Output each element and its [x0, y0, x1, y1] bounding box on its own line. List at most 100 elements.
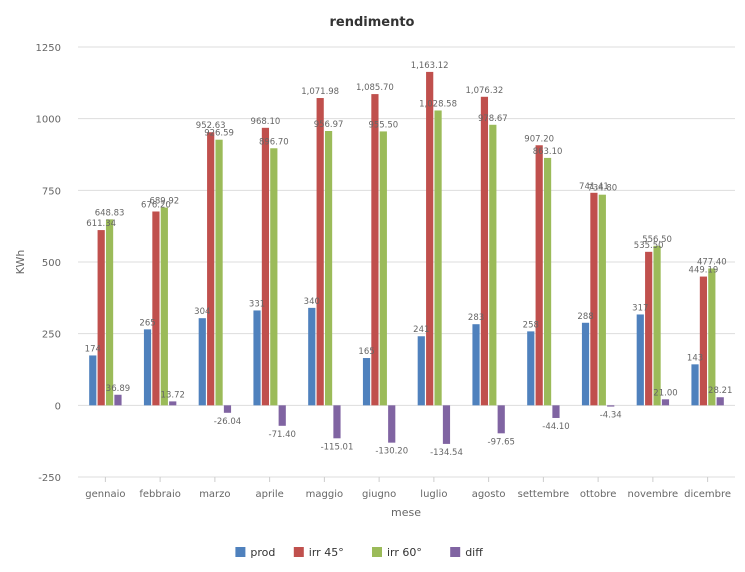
y-tick-label: 1250 [36, 43, 61, 54]
bar-irr-45--aprile [261, 127, 270, 406]
data-label: 143 [687, 353, 703, 363]
chart-title: rendimento [329, 15, 414, 30]
bar-irr-60--marzo [215, 139, 223, 406]
x-tick-label: ottobre [580, 489, 616, 500]
bar-diff-aprile [278, 405, 286, 426]
bar-prod-marzo [198, 318, 206, 406]
data-label: 21.00 [653, 388, 677, 398]
bar-irr-45--novembre [645, 251, 653, 406]
data-label: 1,076.32 [465, 86, 503, 96]
bar-prod-maggio [308, 307, 316, 406]
data-label: 968.10 [251, 117, 281, 127]
data-label: 676.20 [141, 200, 171, 210]
legend-label: irr 60° [387, 546, 422, 559]
bar-irr-45--marzo [207, 132, 215, 406]
data-label: 1,071.98 [301, 87, 339, 97]
data-label: -26.04 [214, 417, 241, 427]
bar-prod-settembre [527, 331, 535, 406]
bar-prod-dicembre [691, 364, 699, 406]
data-label: 978.67 [478, 114, 508, 124]
data-label: 1,085.70 [356, 83, 394, 93]
x-tick-label: giugno [362, 489, 396, 500]
bar-irr-60--giugno [379, 131, 387, 406]
y-tick-label: 250 [42, 330, 61, 341]
data-label: 689.92 [149, 197, 179, 207]
bar-irr-45--gennaio [97, 230, 105, 406]
data-label: 611.34 [86, 219, 116, 229]
y-tick-label: 750 [42, 186, 61, 197]
data-label: 741.41 [579, 182, 609, 192]
bar-diff-maggio [333, 405, 341, 439]
data-label: -44.10 [542, 422, 569, 432]
x-tick-label: maggio [306, 489, 343, 500]
y-tick-label: -250 [38, 473, 61, 484]
legend-swatch [235, 547, 246, 557]
gridlines [78, 46, 735, 478]
bar-irr-45--settembre [535, 145, 543, 406]
bar-irr-60--luglio [434, 110, 442, 406]
bar-diff-marzo [223, 405, 232, 413]
bar-irr-45--agosto [480, 96, 489, 406]
data-labels: 174 265 304 331 340 165 241 283 258 288 317 143 611.… [85, 61, 733, 458]
bar-prod-novembre [636, 314, 644, 406]
bar-prod-febbraio [143, 329, 152, 406]
data-label: 174 [85, 344, 101, 354]
bar-diff-febbraio [169, 401, 177, 406]
data-label: 288 [577, 312, 593, 322]
data-label: 449.19 [689, 266, 719, 276]
y-tick-label: 0 [55, 401, 61, 412]
x-tick-label: febbraio [139, 489, 181, 500]
data-label: -4.34 [600, 411, 622, 421]
bar-irr-45--dicembre [699, 276, 708, 406]
y-axis: 1250 1000 750 500 250 0 -250 [36, 43, 61, 484]
data-label: -115.01 [321, 442, 354, 452]
bar-diff-gennaio [114, 394, 122, 406]
x-tick-label: marzo [199, 489, 230, 500]
bar-diff-settembre [552, 405, 560, 418]
bar-irr-60--maggio [324, 131, 333, 406]
x-axis: gennaio febbraio marzo aprile maggio giugno lu… [78, 476, 735, 500]
bar-diff-dicembre [716, 397, 724, 406]
bar-diff-luglio [442, 405, 451, 444]
data-label: 477.40 [697, 257, 727, 267]
legend-label: irr 45° [309, 546, 344, 559]
data-label: 1,163.12 [411, 61, 449, 71]
legend-label: diff [465, 546, 483, 559]
bars [89, 71, 724, 444]
data-label: 535.50 [634, 241, 664, 251]
data-label: 556.50 [642, 235, 672, 245]
data-label: 317 [632, 303, 648, 313]
bar-irr-60--ottobre [598, 194, 606, 406]
bar-irr-45--ottobre [590, 192, 598, 406]
data-label: 283 [468, 313, 484, 323]
bar-diff-novembre [661, 399, 670, 406]
bar-irr-60--febbraio [160, 207, 168, 406]
x-tick-label: settembre [518, 489, 570, 500]
data-label: 13.72 [161, 390, 185, 400]
bar-irr-45--luglio [426, 71, 434, 406]
data-label: 956.97 [314, 120, 344, 130]
x-axis-title: mese [391, 506, 421, 519]
data-label: 28.21 [708, 386, 732, 396]
bar-irr-45--giugno [371, 94, 379, 406]
data-label: -134.54 [430, 448, 463, 458]
bar-irr-60--aprile [270, 148, 278, 406]
data-label: 863.10 [533, 147, 563, 157]
data-label: 926.59 [204, 129, 234, 139]
data-label: 241 [413, 325, 429, 335]
data-label: 331 [249, 299, 265, 309]
y-axis-title: KWh [14, 250, 27, 275]
bar-prod-gennaio [89, 355, 97, 406]
data-label: -97.65 [488, 437, 515, 447]
data-label: 955.50 [368, 120, 398, 130]
y-tick-label: 1000 [36, 115, 61, 126]
legend-label: prod [250, 546, 275, 559]
legend-swatch [293, 547, 304, 557]
bar-irr-45--maggio [316, 98, 324, 406]
data-label: 648.83 [95, 208, 125, 218]
bar-prod-giugno [362, 358, 371, 406]
data-label: 907.20 [524, 134, 554, 144]
legend-swatch [372, 547, 382, 557]
bar-diff-agosto [497, 405, 505, 434]
